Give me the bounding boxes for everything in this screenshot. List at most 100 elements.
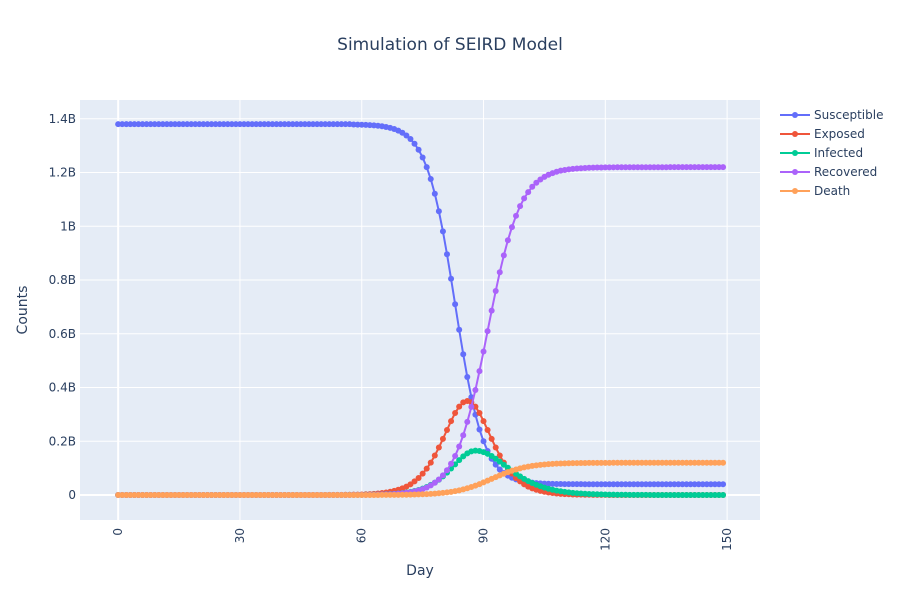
data-point: [480, 348, 487, 355]
data-point: [464, 374, 471, 381]
data-point: [427, 176, 434, 183]
data-point: [488, 435, 495, 442]
data-point: [452, 452, 459, 459]
data-point: [484, 328, 491, 335]
legend-label: Exposed: [814, 127, 865, 141]
data-point: [720, 164, 727, 171]
data-point: [435, 208, 442, 215]
data-point: [468, 403, 475, 410]
legend-label: Death: [814, 184, 850, 198]
plot-marks: [115, 121, 727, 499]
data-point: [443, 251, 450, 258]
data-point: [419, 154, 426, 161]
data-point: [525, 189, 532, 196]
x-tick-label: 120: [598, 528, 612, 551]
data-point: [431, 479, 438, 486]
data-point: [472, 386, 479, 393]
data-point: [443, 426, 450, 433]
x-tick-label: 30: [233, 528, 247, 543]
data-point: [720, 492, 727, 499]
x-tick-label: 60: [355, 528, 369, 543]
y-axis-title: Counts: [15, 286, 31, 335]
x-axis-title: Day: [406, 563, 434, 579]
data-point: [439, 228, 446, 235]
y-tick-label: 1.2B: [49, 166, 76, 180]
data-point: [517, 203, 524, 210]
data-point: [496, 269, 503, 276]
data-point: [476, 410, 483, 417]
data-point: [720, 481, 727, 488]
legend-swatch-marker: [792, 131, 798, 137]
data-point: [435, 444, 442, 451]
data-point: [443, 467, 450, 474]
legend: Susceptible Exposed Infected Recovered Death: [780, 108, 883, 198]
data-point: [415, 146, 422, 153]
data-point: [480, 418, 487, 425]
x-tick-label: 0: [111, 528, 125, 536]
y-tick-label: 0.2B: [49, 434, 76, 448]
data-point: [480, 438, 487, 445]
data-point: [407, 135, 414, 142]
data-point: [456, 403, 463, 410]
data-point: [456, 457, 463, 464]
data-point: [423, 164, 430, 171]
data-point: [496, 452, 503, 459]
data-point: [508, 224, 515, 231]
data-point: [403, 132, 410, 139]
data-point: [431, 190, 438, 197]
data-point: [439, 435, 446, 442]
data-point: [452, 301, 459, 308]
data-point: [415, 475, 422, 482]
data-point: [529, 183, 536, 190]
data-point: [476, 426, 483, 433]
data-point: [492, 444, 499, 451]
legend-label: Infected: [814, 146, 863, 160]
data-point: [448, 418, 455, 425]
legend-swatch-marker: [792, 169, 798, 175]
data-point: [521, 195, 528, 202]
data-point: [504, 237, 511, 244]
data-point: [476, 368, 483, 375]
data-point: [427, 459, 434, 466]
data-point: [452, 410, 459, 417]
data-point: [423, 465, 430, 472]
data-point: [533, 179, 540, 186]
data-point: [456, 443, 463, 450]
y-tick-label: 1.4B: [49, 112, 76, 126]
data-point: [500, 461, 507, 468]
data-point: [464, 418, 471, 425]
data-point: [456, 326, 463, 333]
data-point: [492, 288, 499, 295]
legend-swatch-marker: [792, 188, 798, 194]
data-point: [460, 432, 467, 439]
x-tick-label: 150: [720, 528, 734, 551]
data-point: [488, 307, 495, 314]
y-tick-label: 0: [68, 488, 76, 502]
data-point: [460, 351, 467, 358]
y-tick-label: 0.8B: [49, 273, 76, 287]
data-point: [448, 460, 455, 467]
data-point: [448, 275, 455, 282]
data-point: [720, 459, 727, 466]
y-tick-label: 0.6B: [49, 327, 76, 341]
data-point: [419, 470, 426, 477]
y-tick-label: 1B: [60, 219, 76, 233]
legend-swatch-marker: [792, 150, 798, 156]
data-point: [431, 452, 438, 459]
data-point: [411, 140, 418, 147]
data-point: [439, 472, 446, 479]
data-point: [484, 426, 491, 433]
chart-title: Simulation of SEIRD Model: [337, 35, 563, 55]
data-point: [435, 476, 442, 483]
data-point: [513, 212, 520, 219]
y-tick-label: 0.4B: [49, 381, 76, 395]
legend-swatch-marker: [792, 112, 798, 118]
plot-area: [80, 100, 760, 520]
x-tick-label: 90: [477, 528, 491, 543]
data-point: [496, 466, 503, 473]
legend-label: Susceptible: [814, 108, 883, 122]
data-point: [411, 478, 418, 485]
legend-label: Recovered: [814, 165, 877, 179]
